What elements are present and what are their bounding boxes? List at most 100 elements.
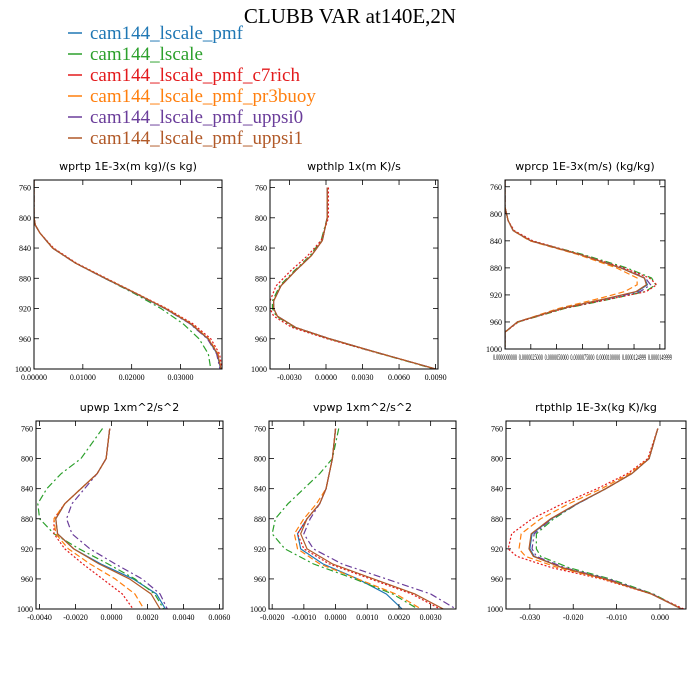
- panels: wprtp 1E-3x(m kg)/(s kg) 760 800 840 880 920 9…: [15, 160, 687, 622]
- x-tick-label: 0.0000: [315, 373, 337, 382]
- x-tick-label: 0.0000124999: [622, 353, 646, 362]
- series-line: [505, 180, 658, 349]
- panel-title: wprtp 1E-3x(m kg)/(s kg): [59, 160, 197, 173]
- series-group: [505, 180, 658, 349]
- x-tick-label: 0.0060: [388, 373, 410, 382]
- series-line: [507, 428, 685, 609]
- legend-item: cam144_lscale_pmf: [68, 23, 244, 44]
- x-tick-label: 0.0000: [325, 613, 347, 622]
- series-group: [271, 428, 456, 609]
- series-line: [34, 180, 222, 369]
- y-tick-label: 800: [254, 455, 266, 464]
- series-line: [273, 187, 436, 369]
- x-tick-label: 0.0020: [388, 613, 410, 622]
- series-line: [273, 187, 436, 369]
- legend-label: cam144_lscale_pmf: [90, 23, 244, 44]
- panel: rtpthlp 1E-3x(kg K)/kg 760 800 840 880 920 960…: [487, 401, 687, 622]
- x-tick-label: 0.0000000000: [493, 353, 517, 362]
- series-group: [34, 180, 222, 369]
- plot-frame: [35, 420, 224, 610]
- y-tick-label: 1000: [251, 365, 267, 374]
- y-tick-label: 840: [490, 237, 502, 246]
- y-tick-label: 1000: [15, 365, 31, 374]
- y-tick-label: 920: [255, 305, 267, 314]
- series-line: [505, 180, 649, 349]
- series-line: [34, 180, 222, 369]
- panel: wprtp 1E-3x(m kg)/(s kg) 760 800 840 880 920 9…: [15, 160, 223, 382]
- series-group: [507, 428, 685, 609]
- x-tick-label: 0.0000075000: [570, 353, 594, 362]
- y-tick-label: 880: [21, 515, 33, 524]
- y-tick-label: 800: [490, 210, 502, 219]
- x-tick-label: 0.02000: [119, 373, 145, 382]
- series-line: [34, 180, 221, 369]
- x-tick-label: 0.0010: [356, 613, 378, 622]
- panel: vpwp 1xm^2/s^27608008408809209601000-0.0…: [250, 401, 457, 622]
- legend-item: cam144_lscale: [68, 44, 203, 65]
- legend-label: cam144_lscale_pmf_uppsi1: [90, 128, 303, 149]
- y-tick-label: 760: [19, 184, 31, 193]
- x-tick-label: 0.000: [651, 613, 669, 622]
- x-tick-label: 0.0030: [352, 373, 374, 382]
- y-tick-label: 840: [21, 485, 33, 494]
- series-line: [37, 428, 165, 609]
- series-line: [65, 428, 168, 609]
- y-tick-label: 800: [255, 214, 267, 223]
- y-tick-label: 760: [491, 425, 503, 434]
- y-tick-label: 1000: [250, 605, 266, 614]
- series-group: [37, 428, 168, 609]
- x-tick-label: 0.0000025000: [519, 353, 543, 362]
- x-tick-label: 0.0020: [136, 613, 158, 622]
- y-tick-label: 760: [255, 184, 267, 193]
- x-tick-label: 0.0090: [425, 373, 447, 382]
- series-line: [531, 428, 682, 609]
- y-tick-label: 880: [254, 515, 266, 524]
- y-tick-label: 960: [254, 575, 266, 584]
- x-tick-label: -0.010: [606, 613, 627, 622]
- x-tick-label: 0.0000050000: [545, 353, 569, 362]
- series-line: [53, 428, 134, 609]
- y-tick-label: 960: [255, 335, 267, 344]
- x-tick-label: -0.020: [563, 613, 584, 622]
- y-tick-label: 1000: [487, 605, 503, 614]
- series-line: [505, 180, 652, 349]
- legend-item: cam144_lscale_pmf_c7rich: [68, 65, 300, 86]
- legend-item: cam144_lscale_pmf_uppsi0: [68, 107, 303, 128]
- y-tick-label: 920: [21, 545, 33, 554]
- y-tick-label: 840: [19, 244, 31, 253]
- panel-title: upwp 1xm^2/s^2: [80, 401, 180, 414]
- y-tick-label: 760: [490, 183, 502, 192]
- x-tick-label: -0.0020: [63, 613, 88, 622]
- x-tick-label: 0.0000100000: [596, 353, 620, 362]
- x-tick-label: -0.0020: [260, 613, 285, 622]
- y-tick-label: 920: [490, 291, 502, 300]
- y-tick-label: 960: [19, 335, 31, 344]
- y-tick-label: 760: [21, 425, 33, 434]
- series-line: [273, 187, 436, 369]
- series-line: [34, 180, 222, 369]
- legend: cam144_lscale_pmfcam144_lscalecam144_lsc…: [68, 23, 316, 149]
- y-tick-label: 840: [254, 485, 266, 494]
- x-tick-label: -0.0030: [277, 373, 302, 382]
- series-line: [505, 180, 648, 349]
- y-tick-label: 960: [21, 575, 33, 584]
- plot-frame: [505, 420, 687, 610]
- y-tick-label: 920: [19, 305, 31, 314]
- x-tick-label: 0.01000: [70, 373, 96, 382]
- y-tick-label: 960: [490, 318, 502, 327]
- series-line: [300, 428, 444, 609]
- panel-title: wpthlp 1x(m K)/s: [307, 160, 401, 173]
- y-tick-label: 920: [254, 545, 266, 554]
- panel-title: wprcp 1E-3x(m/s) (kg/kg): [515, 160, 654, 173]
- series-line: [296, 428, 441, 609]
- plot-frame: [269, 179, 439, 370]
- series-line: [296, 428, 403, 609]
- y-tick-label: 960: [491, 575, 503, 584]
- panel-title: rtpthlp 1E-3x(kg K)/kg: [535, 401, 657, 414]
- legend-label: cam144_lscale_pmf_c7rich: [90, 65, 300, 86]
- series-line: [293, 428, 422, 609]
- legend-item: cam144_lscale_pmf_pr3buoy: [68, 86, 316, 107]
- plot-frame: [504, 179, 666, 350]
- plot-frame: [268, 420, 457, 610]
